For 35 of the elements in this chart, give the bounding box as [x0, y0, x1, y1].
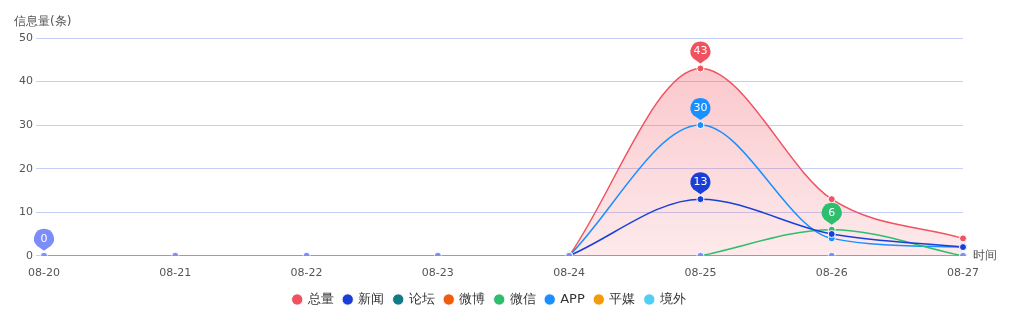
legend-label: 新闻	[358, 290, 385, 306]
point	[827, 230, 836, 239]
y-tick-label: 10	[19, 205, 33, 219]
annotation: 43	[693, 44, 708, 58]
legend-label: 微博	[459, 290, 486, 306]
annotation: 6	[828, 205, 836, 219]
point	[696, 64, 705, 73]
legend-label: 论坛	[408, 290, 435, 306]
x-tick-label: 08-27	[947, 266, 979, 280]
legend-label: 平媒	[609, 290, 636, 306]
y-tick-label: 0	[26, 248, 33, 262]
y-tick-label: 20	[19, 161, 33, 175]
y-tick-label: 50	[19, 30, 33, 44]
legend-label: APP	[560, 290, 585, 306]
annotation: 0	[40, 231, 48, 245]
x-tick-label: 08-21	[159, 266, 192, 280]
x-tick-label: 08-24	[553, 266, 586, 280]
x-tick-label: 08-23	[421, 266, 454, 280]
legend-label: 境外	[658, 290, 686, 306]
point	[696, 195, 705, 204]
legend-label: 微信	[509, 290, 536, 306]
annotation: 13	[693, 175, 708, 189]
x-axis-title: 时间	[973, 247, 997, 262]
y-axis-title: 信息量(条)	[14, 14, 72, 29]
x-tick-label: 08-25	[684, 266, 717, 280]
y-tick-label: 40	[19, 74, 33, 88]
point	[827, 195, 836, 204]
point	[959, 234, 967, 243]
x-tick-label: 08-20	[28, 266, 60, 280]
point	[696, 121, 705, 130]
y-tick-label: 30	[19, 117, 33, 131]
x-tick-label: 08-22	[290, 266, 323, 280]
annotation: 30	[693, 100, 708, 114]
x-tick-label: 08-26	[815, 266, 848, 280]
legend-label: 总量	[306, 290, 334, 306]
